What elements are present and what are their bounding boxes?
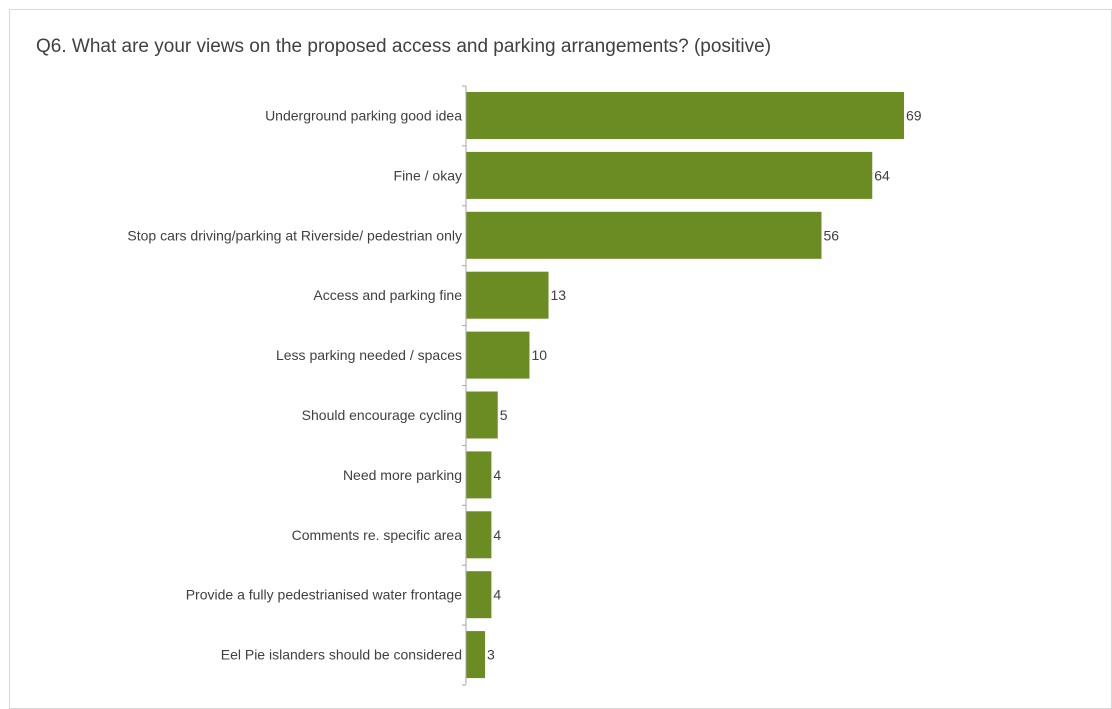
bar — [466, 331, 530, 379]
data-label: 5 — [500, 407, 508, 423]
bar — [466, 631, 486, 679]
category-label: Stop cars driving/parking at Riverside/ … — [127, 227, 462, 243]
data-label: 13 — [551, 287, 567, 303]
bar — [466, 391, 498, 439]
bar — [466, 271, 549, 319]
bar — [466, 92, 904, 139]
category-label: Access and parking fine — [313, 287, 462, 303]
bar — [466, 211, 822, 259]
bar — [466, 451, 492, 499]
data-label: 64 — [874, 167, 890, 183]
bar — [466, 571, 492, 619]
chart-title: Q6. What are your views on the proposed … — [36, 36, 772, 57]
data-label: 4 — [493, 587, 501, 603]
data-label: 56 — [823, 227, 839, 243]
data-label: 10 — [531, 347, 547, 363]
category-label: Comments re. specific area — [292, 527, 463, 543]
category-label: Less parking needed / spaces — [276, 347, 462, 363]
category-label: Fine / okay — [394, 167, 462, 183]
data-label: 4 — [493, 527, 501, 543]
data-label: 69 — [906, 108, 922, 124]
bar — [466, 511, 492, 559]
category-label: Should encourage cycling — [302, 407, 462, 423]
category-label: Need more parking — [343, 467, 462, 483]
data-label: 3 — [487, 647, 495, 663]
data-label: 4 — [493, 467, 501, 483]
bar — [466, 151, 873, 199]
category-label: Underground parking good idea — [265, 108, 462, 124]
category-label: Eel Pie islanders should be considered — [221, 647, 462, 663]
category-label: Provide a fully pedestrianised water fro… — [186, 587, 462, 603]
